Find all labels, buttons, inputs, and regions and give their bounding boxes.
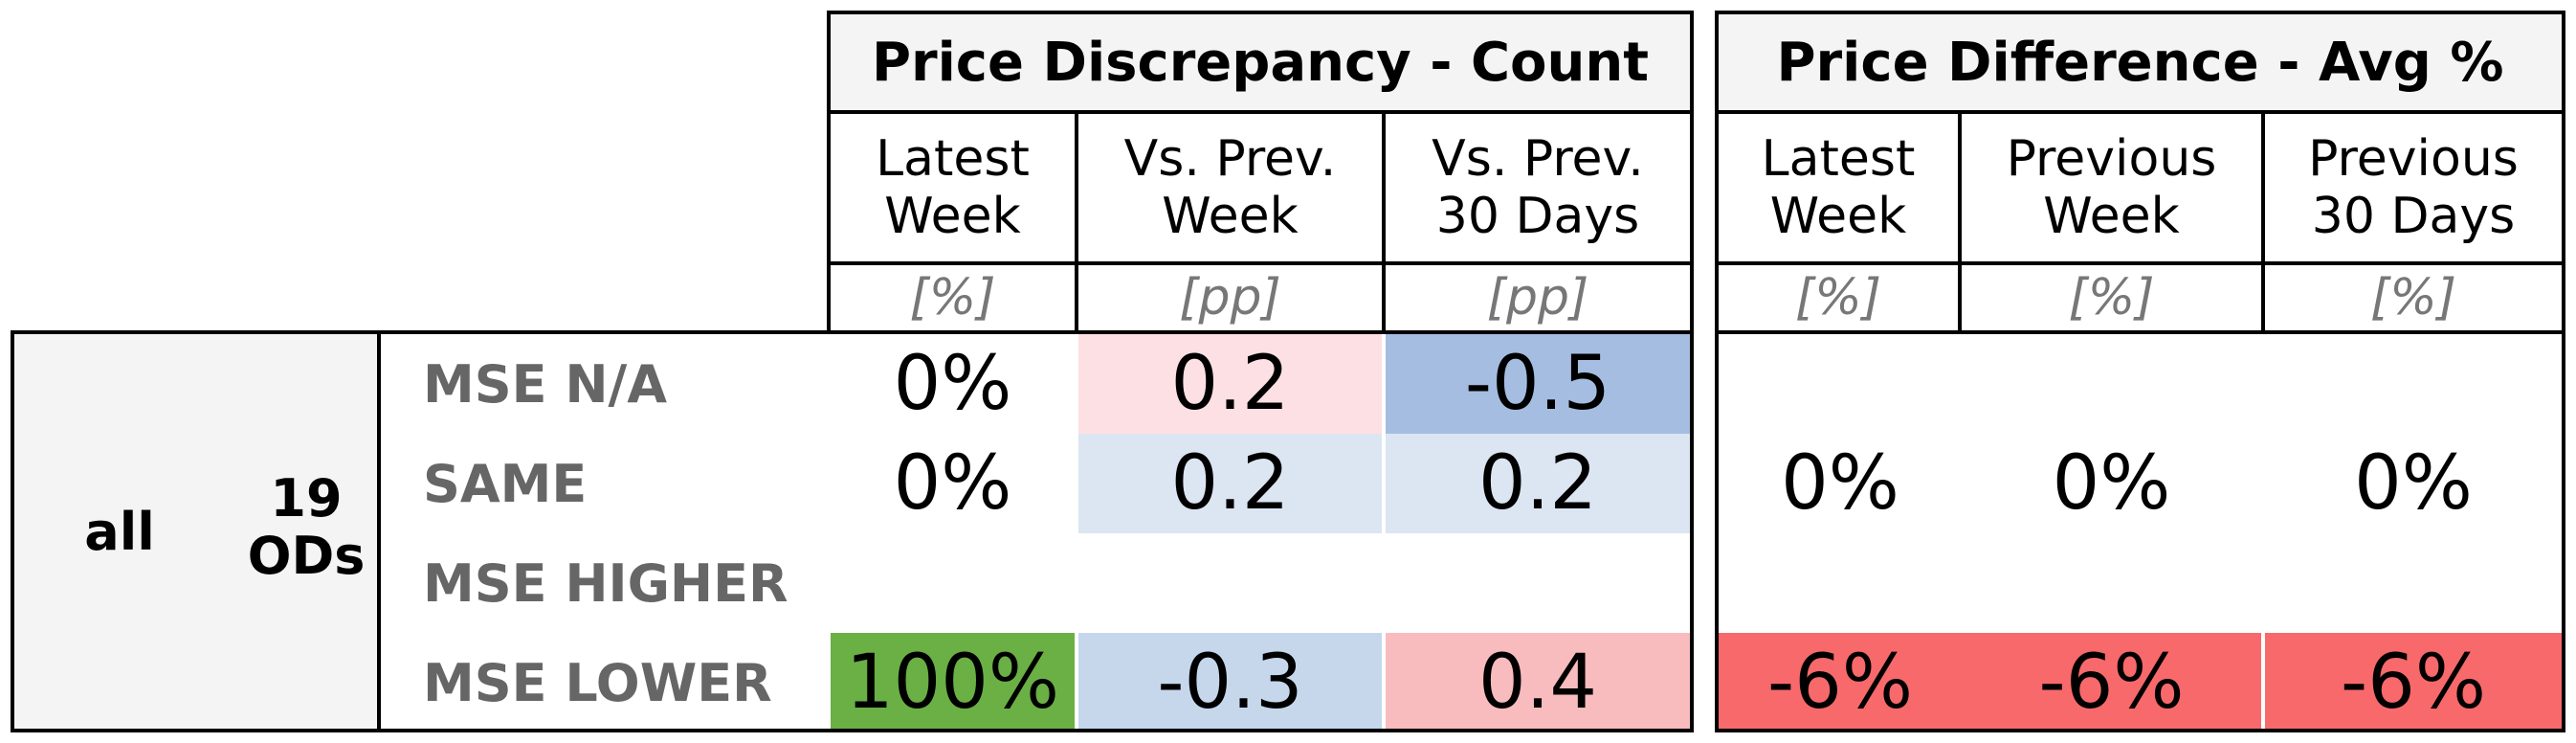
count-cell: -0.5 bbox=[1386, 334, 1690, 434]
avg-cell: 0% bbox=[2265, 434, 2562, 533]
count-col-header-latest-week: Latest Week bbox=[827, 110, 1078, 265]
count-cell: 0.2 bbox=[1078, 334, 1382, 434]
row-label: SAME bbox=[423, 453, 588, 514]
row-label: MSE HIGHER bbox=[423, 552, 788, 614]
avg-cell bbox=[1719, 334, 1962, 434]
count-cell bbox=[1386, 533, 1690, 633]
count-cell bbox=[831, 533, 1075, 633]
avg-cell bbox=[1962, 334, 2261, 434]
count-cell: 100% bbox=[831, 633, 1075, 732]
count-cell: 0.2 bbox=[1078, 434, 1382, 533]
avg-col-header-previous-week: Previous Week bbox=[1958, 110, 2265, 265]
count-cell: -0.3 bbox=[1078, 633, 1382, 732]
count-cell: 0% bbox=[831, 434, 1075, 533]
avg-group-title: Price Difference - Avg % bbox=[1715, 11, 2565, 114]
count-group-title: Price Discrepancy - Count bbox=[827, 11, 1694, 114]
avg-cell bbox=[1962, 533, 2261, 633]
count-cell: 0% bbox=[831, 334, 1075, 434]
segment-group bbox=[12, 330, 379, 731]
avg-cell: -6% bbox=[2265, 633, 2562, 732]
od-count: 19 bbox=[270, 467, 343, 529]
avg-unit-previous-week: [%] bbox=[1958, 261, 2265, 334]
avg-cell: -6% bbox=[1962, 633, 2261, 732]
avg-col-header-previous-30-days: Previous 30 Days bbox=[2261, 110, 2565, 265]
count-cell: 0.2 bbox=[1386, 434, 1690, 533]
avg-cell bbox=[1719, 533, 1962, 633]
count-unit-latest-week: [%] bbox=[827, 261, 1078, 334]
avg-cell bbox=[2265, 533, 2562, 633]
row-label: MSE LOWER bbox=[423, 652, 772, 713]
row-label: MSE N/A bbox=[423, 353, 668, 415]
avg-col-header-latest-week: Latest Week bbox=[1715, 110, 1962, 265]
count-col-header-vs-prev-30-days: Vs. Prev. 30 Days bbox=[1382, 110, 1694, 265]
segment-label: all bbox=[84, 501, 155, 562]
avg-cell: 0% bbox=[1719, 434, 1962, 533]
count-col-header-vs-prev-week: Vs. Prev. Week bbox=[1075, 110, 1386, 265]
count-unit-vs-prev-30-days: [pp] bbox=[1382, 261, 1694, 334]
count-cell: 0.4 bbox=[1386, 633, 1690, 732]
avg-cell: 0% bbox=[1962, 434, 2261, 533]
avg-cell: -6% bbox=[1719, 633, 1962, 732]
avg-cell bbox=[2265, 334, 2562, 434]
count-unit-vs-prev-week: [pp] bbox=[1075, 261, 1386, 334]
avg-unit-previous-30-days: [%] bbox=[2261, 261, 2565, 334]
avg-unit-latest-week: [%] bbox=[1715, 261, 1962, 334]
count-cell bbox=[1078, 533, 1382, 633]
od-label: ODs bbox=[247, 525, 366, 586]
segment-divider bbox=[377, 330, 381, 732]
